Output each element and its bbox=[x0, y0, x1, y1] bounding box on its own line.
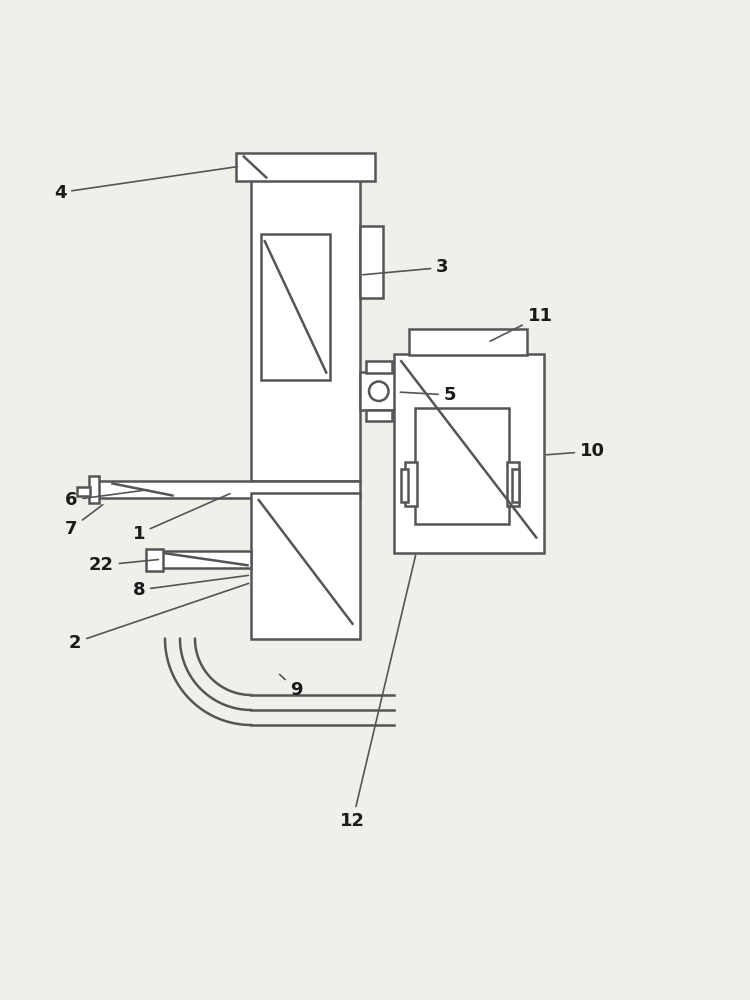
Text: 22: 22 bbox=[88, 556, 158, 574]
Text: 1: 1 bbox=[133, 494, 230, 543]
Text: 5: 5 bbox=[400, 386, 456, 404]
Text: 4: 4 bbox=[54, 167, 237, 202]
Bar bbox=[251, 492, 360, 639]
Text: 7: 7 bbox=[65, 505, 103, 538]
Bar bbox=[98, 481, 360, 498]
Text: 12: 12 bbox=[340, 555, 416, 830]
Text: 11: 11 bbox=[490, 307, 553, 341]
Bar bbox=[251, 174, 360, 481]
Bar bbox=[236, 153, 375, 181]
Bar bbox=[405, 462, 417, 506]
Bar bbox=[507, 462, 519, 506]
Text: 9: 9 bbox=[280, 674, 302, 699]
Bar bbox=[394, 354, 544, 552]
Bar bbox=[88, 476, 99, 503]
Text: 8: 8 bbox=[133, 575, 248, 599]
Text: 3: 3 bbox=[363, 258, 448, 276]
Bar bbox=[366, 361, 392, 372]
Bar bbox=[360, 226, 382, 298]
Bar bbox=[146, 549, 163, 571]
Bar bbox=[415, 408, 509, 524]
Text: 10: 10 bbox=[547, 442, 605, 460]
Bar bbox=[400, 468, 408, 502]
Bar bbox=[261, 234, 330, 380]
Bar bbox=[77, 487, 90, 496]
Bar bbox=[161, 551, 251, 568]
Bar bbox=[366, 410, 392, 421]
Bar bbox=[409, 329, 527, 355]
Bar bbox=[360, 372, 398, 410]
Bar bbox=[512, 468, 519, 502]
Text: 2: 2 bbox=[69, 583, 248, 652]
Text: 6: 6 bbox=[65, 490, 147, 509]
